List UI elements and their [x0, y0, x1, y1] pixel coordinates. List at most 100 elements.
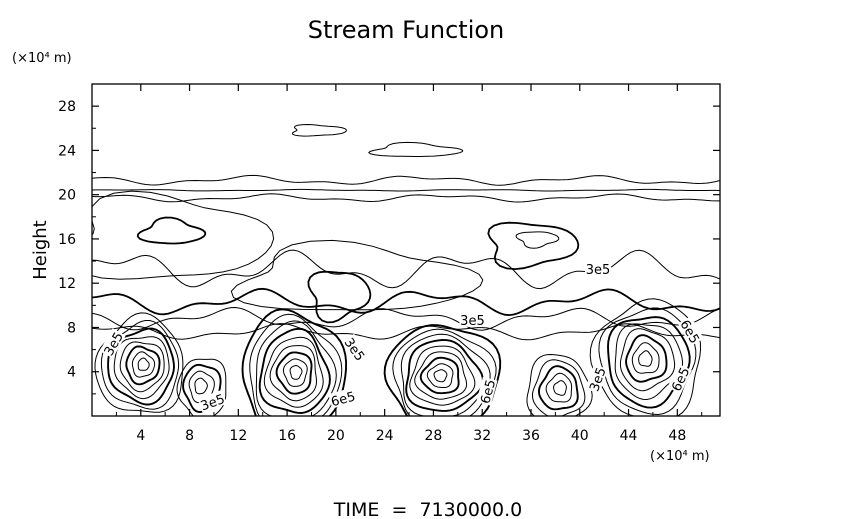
y-tick-label: 20 — [58, 188, 76, 204]
closed-contour — [291, 123, 347, 137]
vortex-contour — [176, 358, 227, 416]
vortex-contour — [532, 359, 586, 416]
vortex-contour — [383, 324, 502, 416]
y-tick-label: 28 — [58, 99, 76, 115]
y-tick-label: 8 — [67, 320, 76, 336]
vortex-contour — [241, 308, 348, 416]
closed-contour — [136, 216, 207, 245]
vortex-contour — [607, 316, 691, 409]
y-tick-label: 12 — [58, 276, 76, 292]
closed-contour — [487, 221, 580, 271]
vortex-contour — [289, 364, 303, 380]
vortex-contour — [249, 313, 343, 416]
x-tick-label: 12 — [229, 428, 247, 444]
y-axis-unit: (×10⁴ m) — [12, 51, 72, 66]
vortex-contour — [405, 339, 484, 412]
vortex-contour — [553, 380, 567, 396]
vortex-contour — [263, 336, 324, 408]
contour-label-bg — [667, 363, 692, 394]
vortex-contour — [614, 323, 684, 401]
contour-label-bg — [341, 333, 370, 364]
x-tick-label: 36 — [522, 428, 540, 444]
vortex-contour — [258, 327, 331, 414]
x-tick-label: 48 — [668, 428, 686, 444]
x-axis-unit: (×10⁴ m) — [650, 449, 710, 464]
y-tick-label: 24 — [58, 143, 76, 159]
level-contour — [92, 249, 720, 290]
vortex-contour — [137, 357, 150, 371]
vortex-contour — [194, 377, 208, 395]
footer-time: TIME = 7130000.0 — [333, 499, 522, 519]
vortex-contour — [526, 353, 593, 416]
x-tick-label: 32 — [473, 428, 491, 444]
contour-label-bg — [677, 316, 704, 347]
vortex-contour — [94, 312, 184, 413]
x-tick-label: 28 — [425, 428, 443, 444]
x-tick-label: 16 — [278, 428, 296, 444]
contour-label-bg — [459, 311, 486, 327]
contour-label-bg — [585, 260, 612, 276]
contour-label: 6e5 — [478, 378, 499, 406]
vortex-contour — [269, 345, 318, 402]
vortex-contour — [638, 350, 653, 367]
vortex-contour — [433, 369, 448, 383]
vortex-contour — [625, 334, 668, 383]
contour-label-bg — [197, 389, 227, 413]
vortex-contour — [631, 342, 660, 374]
vortex-contour — [400, 333, 491, 416]
closed-contour — [368, 141, 464, 157]
contour-label: 3e5 — [460, 314, 485, 329]
vortex-contour — [100, 320, 180, 410]
y-tick-label: 4 — [67, 365, 76, 381]
contour-label: 3e5 — [199, 392, 227, 414]
plot-frame — [91, 83, 721, 417]
vortex-contour — [125, 345, 161, 386]
level-contour — [92, 323, 720, 341]
x-tick-label: 8 — [185, 428, 194, 444]
vortex-contour — [392, 328, 497, 416]
vortex-contour — [538, 365, 579, 411]
contour-label: 6e5 — [330, 389, 358, 410]
contour-label-bg — [476, 376, 498, 406]
contour-lines — [92, 123, 720, 416]
x-tick-label: 20 — [327, 428, 345, 444]
vortex-contour — [255, 320, 337, 416]
y-tick-label: 16 — [58, 232, 76, 248]
level-contour — [92, 287, 720, 317]
x-tick-label: 4 — [136, 428, 145, 444]
level-contour — [92, 188, 720, 192]
contour-label-bg — [328, 387, 358, 409]
vortex-contour — [414, 351, 468, 400]
vortex-contour — [107, 327, 175, 406]
y-axis-label: Height — [30, 220, 51, 280]
vortex-contour — [113, 336, 170, 400]
closed-contour — [230, 239, 484, 311]
vortex-contour — [419, 356, 460, 395]
x-tick-label: 24 — [376, 428, 394, 444]
contour-label: 3e5 — [102, 330, 127, 359]
contour-label: 3e5 — [586, 263, 611, 278]
x-tick-label: 40 — [571, 428, 589, 444]
level-contour — [92, 306, 720, 331]
contour-label-bg — [99, 328, 126, 359]
vortex-contour — [131, 351, 156, 378]
vortex-contour — [275, 351, 313, 395]
level-contour — [92, 193, 720, 203]
closed-contour — [92, 190, 275, 280]
x-tick-label: 44 — [620, 428, 638, 444]
closed-contour — [515, 231, 560, 249]
level-contour — [92, 174, 720, 186]
vortex-contour — [619, 328, 676, 392]
vortex-contour — [426, 363, 454, 388]
contour-label: 3e5 — [587, 366, 609, 394]
vortex-contour — [282, 358, 308, 387]
chart-title: Stream Function — [308, 16, 505, 44]
vortex-contour — [589, 298, 702, 416]
vortex-contour — [409, 345, 476, 406]
contour-label-bg — [585, 364, 609, 394]
closed-contour — [307, 270, 372, 324]
vortex-contour — [119, 341, 165, 393]
